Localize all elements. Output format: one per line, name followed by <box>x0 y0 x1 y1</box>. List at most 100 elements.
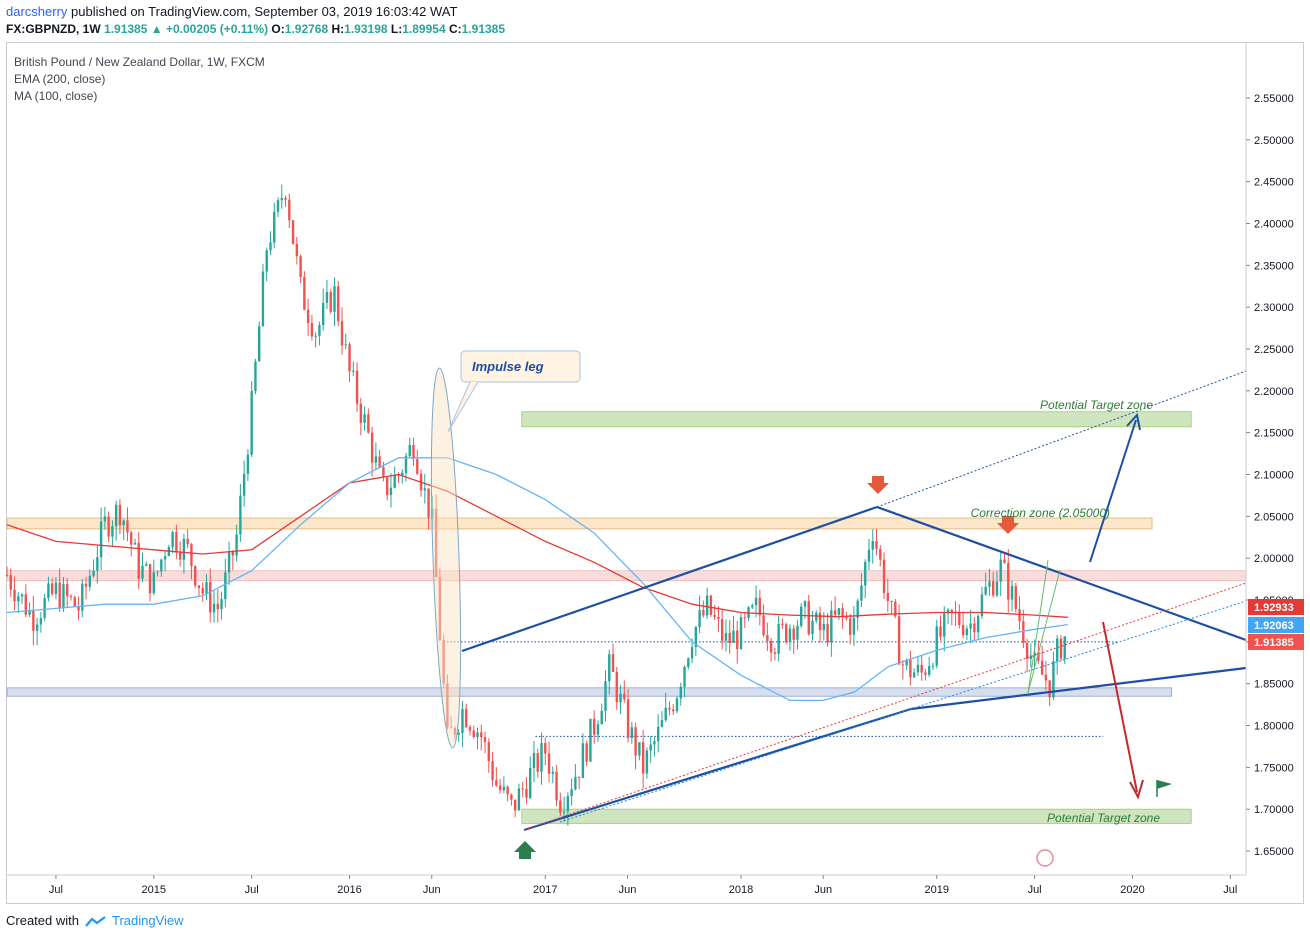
candle <box>254 361 257 392</box>
candle <box>841 608 844 617</box>
legend-ma[interactable]: MA (100, close) <box>14 89 98 103</box>
y-tick-label: 2.25000 <box>1254 344 1294 356</box>
candle <box>141 565 144 579</box>
y-tick-label: 2.10000 <box>1254 470 1294 482</box>
candle <box>178 552 182 560</box>
candle <box>205 582 208 594</box>
candle <box>114 504 118 527</box>
candle <box>28 610 31 615</box>
price-tag-label: 1.91385 <box>1254 637 1294 649</box>
candle <box>171 531 174 548</box>
candle <box>77 606 80 611</box>
candle <box>909 659 912 678</box>
ohlc-bar: FX:GBPNZD, 1W 1.91385 ▲ +0.00205 (+0.11%… <box>6 22 505 36</box>
candle <box>363 414 366 423</box>
candle <box>20 594 24 597</box>
tradingview-logo-icon <box>84 915 106 927</box>
candle <box>852 617 856 635</box>
candle <box>784 624 788 642</box>
candle <box>705 595 709 616</box>
candle <box>99 521 103 558</box>
candle <box>182 538 186 560</box>
candle <box>148 564 152 594</box>
candle <box>995 581 999 596</box>
candle <box>950 609 953 612</box>
candle <box>992 581 995 596</box>
ma-100-line <box>6 457 1068 702</box>
candle <box>416 459 419 474</box>
candle <box>303 277 306 310</box>
price-tag <box>1248 634 1304 650</box>
candle <box>212 603 216 613</box>
candle <box>502 786 506 791</box>
candle <box>201 588 204 594</box>
candle <box>58 582 61 609</box>
x-tick-label: 2019 <box>924 884 948 896</box>
candle <box>378 456 381 468</box>
zone-rect <box>521 411 1192 428</box>
high-value: 1.93198 <box>344 22 388 36</box>
candle <box>525 788 528 798</box>
candle <box>84 583 88 587</box>
candle <box>382 467 385 478</box>
candle <box>882 559 886 593</box>
candle <box>122 520 125 526</box>
candle <box>732 630 735 643</box>
candle <box>385 477 389 496</box>
candle <box>540 743 543 772</box>
candle <box>656 726 660 742</box>
candle <box>649 744 652 751</box>
candle <box>291 220 295 244</box>
legend-ema[interactable]: EMA (200, close) <box>14 72 106 86</box>
candle <box>137 542 140 579</box>
x-tick-label: Jun <box>423 884 441 896</box>
candle <box>329 291 332 312</box>
channel-line-red <box>523 582 1247 831</box>
candle <box>1025 642 1029 659</box>
candle <box>1044 674 1048 681</box>
candle <box>751 605 754 608</box>
candle <box>600 710 603 725</box>
candle <box>88 575 92 587</box>
candle <box>276 200 280 212</box>
candle <box>608 654 611 682</box>
candle <box>822 624 826 631</box>
tradingview-brand[interactable]: TradingView <box>112 913 184 928</box>
price-tag <box>1248 599 1304 615</box>
candle <box>461 708 464 733</box>
author-link[interactable]: darcsherry <box>6 4 68 19</box>
candle <box>269 242 272 251</box>
candle <box>1007 562 1010 600</box>
candle <box>739 617 743 650</box>
zone-rect <box>6 687 1173 697</box>
candle <box>50 583 54 595</box>
candle <box>92 570 95 576</box>
y-tick-label: 1.80000 <box>1254 721 1294 733</box>
candle <box>720 619 724 641</box>
candle <box>5 574 9 576</box>
candle <box>615 671 618 703</box>
flag-icon <box>1157 780 1172 789</box>
candle <box>487 742 491 762</box>
candle <box>32 610 35 631</box>
y-tick-label: 1.65000 <box>1254 846 1294 858</box>
candle <box>562 811 566 813</box>
chart-frame[interactable] <box>6 42 1304 904</box>
created-with-label: Created with <box>6 913 79 928</box>
candle <box>641 742 645 774</box>
candle <box>593 718 596 735</box>
y-tick-label: 1.85000 <box>1254 679 1294 691</box>
candle <box>510 794 513 800</box>
high-label: H: <box>331 22 345 36</box>
publish-text: published on TradingView.com, September … <box>71 4 458 19</box>
target-zone-label-lower: Potential Target zone <box>1047 811 1160 825</box>
candle <box>483 737 487 743</box>
candle <box>126 520 129 533</box>
candle <box>224 572 227 600</box>
candle <box>1055 638 1059 662</box>
candle <box>604 681 607 711</box>
y-tick-label: 2.05000 <box>1254 511 1294 523</box>
candle <box>280 197 283 201</box>
candle <box>698 610 701 628</box>
